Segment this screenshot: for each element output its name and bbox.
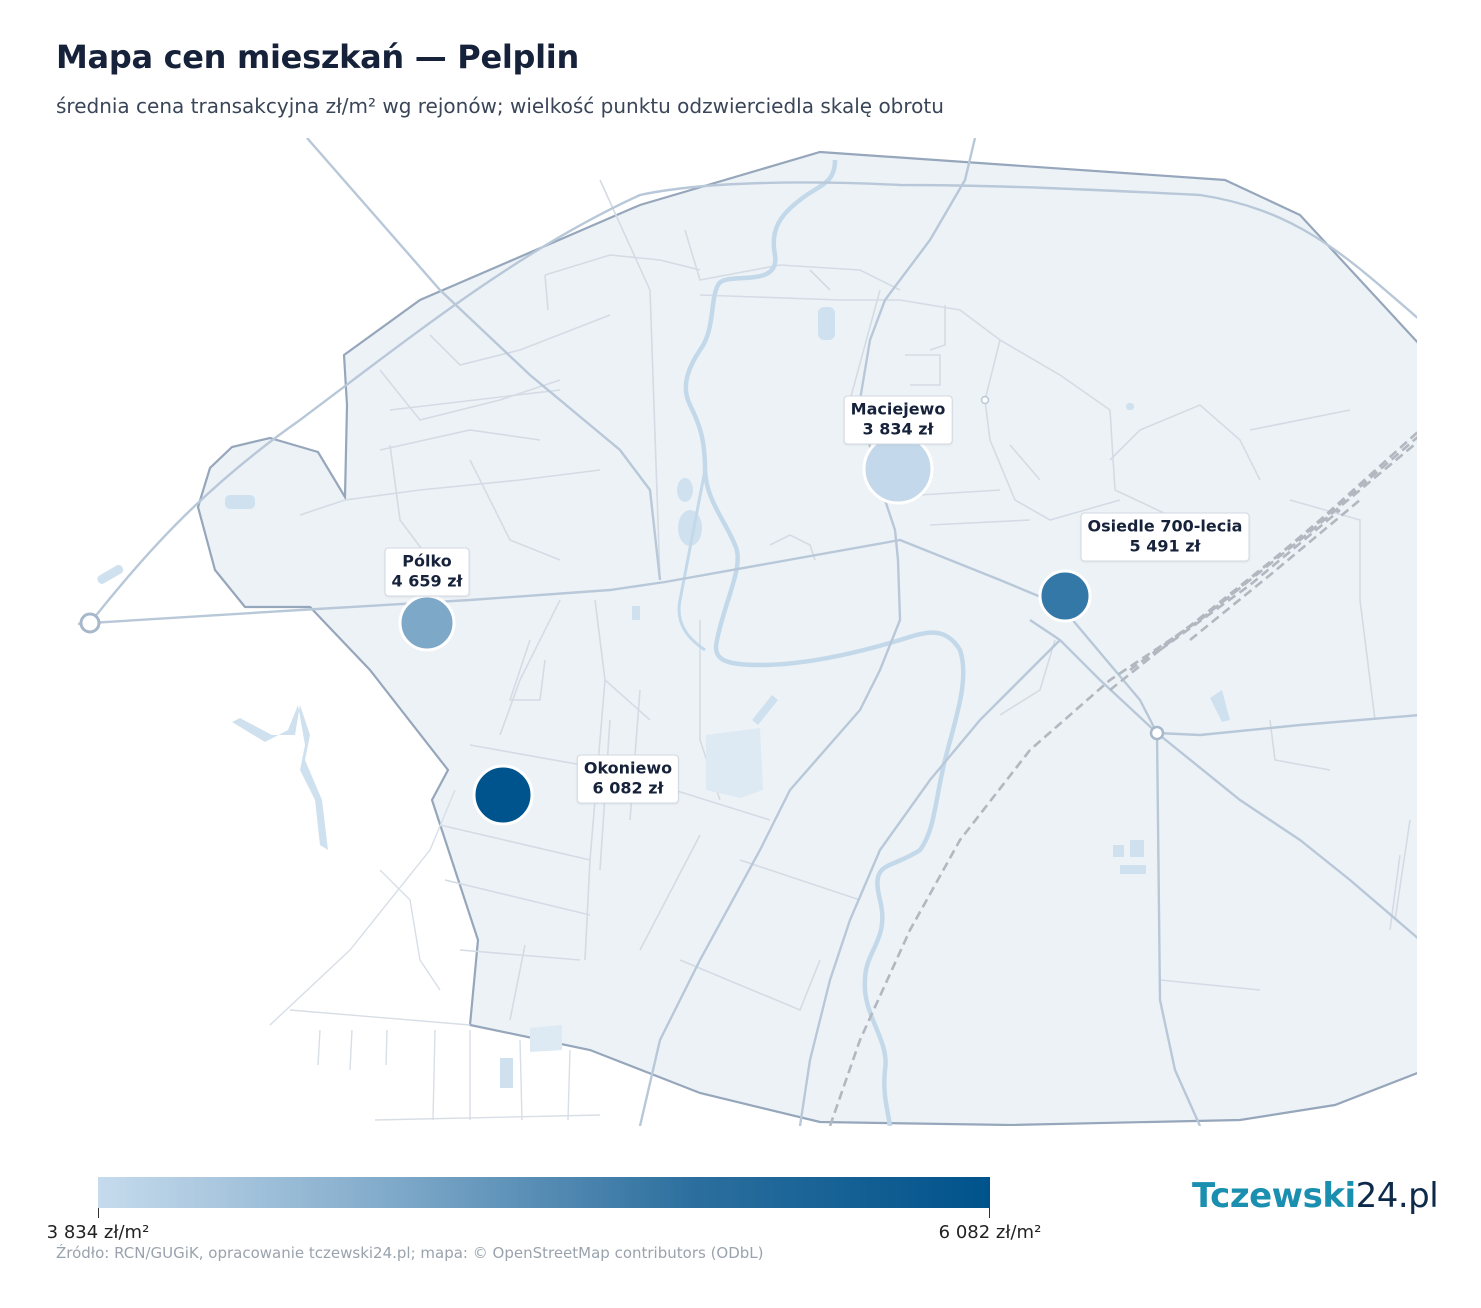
colorbar-min-tick	[98, 1208, 99, 1218]
district-name: Pólko	[402, 551, 452, 571]
river	[683, 159, 966, 1126]
marker-maciejewo[interactable]	[862, 433, 934, 505]
district-name: Maciejewo	[850, 399, 946, 419]
district-name: Osiedle 700-lecia	[1087, 516, 1243, 536]
colorbar-min-label: 3 834 zł/m²	[46, 1222, 150, 1243]
district-price: 6 082 zł	[592, 778, 664, 798]
district-label-osiedle-700-lecia: Osiedle 700-lecia 5 491 zł	[1080, 512, 1250, 562]
brand-logo: Tczewski24.pl	[1192, 1176, 1439, 1216]
source-note: Źródło: RCN/GUGiK, opracowanie tczewski2…	[56, 1244, 764, 1262]
marker-okoniewo[interactable]	[472, 764, 534, 826]
logo-part-1: Tczewski	[1192, 1176, 1356, 1216]
town-boundary	[196, 150, 1417, 1126]
marker-osiedle-700-lecia[interactable]	[1038, 569, 1092, 623]
district-price: 4 659 zł	[391, 571, 463, 591]
district-price: 5 491 zł	[1129, 536, 1201, 556]
district-label-okoniewo: Okoniewo 6 082 zł	[576, 754, 680, 804]
page-subtitle: średnia cena transakcyjna zł/m² wg rejon…	[56, 94, 944, 118]
district-label-polko: Pólko 4 659 zł	[384, 547, 470, 597]
district-name: Okoniewo	[583, 758, 673, 778]
district-label-maciejewo: Maciejewo 3 834 zł	[843, 395, 953, 445]
logo-part-2: 24.pl	[1355, 1176, 1439, 1216]
colorbar-max-tick	[989, 1208, 990, 1218]
colorbar-max-label: 6 082 zł/m²	[938, 1222, 1042, 1243]
marker-polko[interactable]	[398, 594, 456, 652]
page-title: Mapa cen mieszkań — Pelplin	[56, 38, 579, 76]
district-price: 3 834 zł	[862, 419, 934, 439]
price-colorbar	[98, 1177, 990, 1208]
